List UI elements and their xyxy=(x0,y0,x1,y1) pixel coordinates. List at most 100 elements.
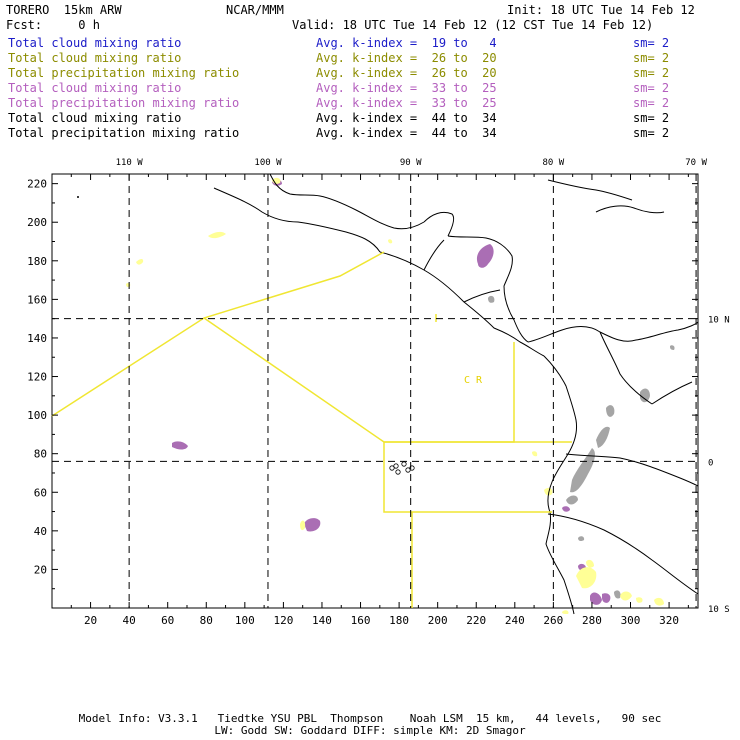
y-tick-label: 120 xyxy=(27,371,47,384)
legend-kindex: Avg. k-index = 26 to 20 xyxy=(316,66,497,80)
footer-model-info: Model Info: V3.3.1 Tiedtke YSU PBL Thomp… xyxy=(78,712,662,725)
cloud-light-blob xyxy=(620,591,632,601)
x-tick-label: 180 xyxy=(389,614,409,627)
x-tick-label: 100 xyxy=(235,614,255,627)
legend-kindex: Avg. k-index = 44 to 34 xyxy=(316,111,497,125)
cloud-light-blob xyxy=(300,520,306,531)
cloud-light-blob xyxy=(532,451,538,457)
model-name: TORERO 15km ARW xyxy=(6,3,122,17)
x-tick-label: 20 xyxy=(84,614,97,627)
y-tick-label: 180 xyxy=(27,255,47,268)
y-tick-label: 220 xyxy=(27,178,47,191)
x-tick-label: 260 xyxy=(543,614,563,627)
coast-cuba xyxy=(547,179,633,201)
coastlines xyxy=(77,173,699,615)
legend-field: Total cloud mixing ratio xyxy=(8,51,182,65)
galapagos-island xyxy=(405,467,411,473)
legend-field: Total precipitation mixing ratio xyxy=(8,126,240,140)
cloud-light-blob xyxy=(636,597,643,603)
legend-sm: sm= 2 xyxy=(633,96,670,110)
cloud-light-blob xyxy=(576,567,597,589)
border-interior-1 xyxy=(565,453,699,487)
coast-central-america-pacific xyxy=(379,251,545,357)
y-tick-label: 40 xyxy=(34,525,47,538)
coast-south-america-pacific xyxy=(543,355,577,615)
cloud-light-blob xyxy=(388,239,393,244)
footer-physics: LW: Godd SW: Goddard DIFF: simple KM: 2D… xyxy=(214,724,526,737)
coast-colombia-caribbean xyxy=(527,321,699,343)
galapagos-island xyxy=(389,465,395,471)
legend-sm: sm= 2 xyxy=(633,66,670,80)
legend-sm: sm= 2 xyxy=(633,111,670,125)
cloud-light-blob xyxy=(544,487,553,496)
y-tick-label: 100 xyxy=(27,409,47,422)
cloud-light-blob xyxy=(208,231,226,239)
galapagos-island xyxy=(393,463,399,469)
legend-field: Total precipitation mixing ratio xyxy=(8,96,240,110)
lat-lon-grid xyxy=(52,174,698,608)
y-tick-label: 60 xyxy=(34,486,47,499)
coast-yucatan xyxy=(423,211,455,237)
legend-field: Total cloud mixing ratio xyxy=(8,36,182,50)
legend-sm: sm= 2 xyxy=(633,36,670,50)
x-tick-label: 300 xyxy=(621,614,641,627)
small-island xyxy=(77,196,79,198)
forecast-hour: Fcst: 0 h xyxy=(6,18,100,32)
precip-gray-blob xyxy=(566,495,578,505)
legend-field: Total cloud mixing ratio xyxy=(8,81,182,95)
cloud-light-blob xyxy=(562,610,569,614)
legend-kindex: Avg. k-index = 33 to 25 xyxy=(316,81,497,95)
y-tick-label: 200 xyxy=(27,216,47,229)
x-tick-label: 220 xyxy=(466,614,486,627)
precip-gray-blob xyxy=(614,590,621,599)
x-tick-label: 200 xyxy=(428,614,448,627)
legend-kindex: Avg. k-index = 26 to 20 xyxy=(316,51,497,65)
longitude-label: 80 W xyxy=(543,158,565,168)
precip-purple-blob xyxy=(476,244,494,268)
axis-ticks: 110 W 100 W 90 W 80 W 70 W 10 N 0 10 S 20 40 60 80 1… xyxy=(27,158,730,627)
x-tick-label: 140 xyxy=(312,614,332,627)
longitude-label: 70 W xyxy=(685,158,707,168)
field-overlays xyxy=(126,177,675,614)
border-nicaragua xyxy=(463,289,501,303)
init-time: Init: 18 UTC Tue 14 Feb 12 xyxy=(507,3,695,17)
y-tick-label: 140 xyxy=(27,332,47,345)
precip-gray-blob xyxy=(640,388,650,403)
precip-purple-blob xyxy=(602,593,611,603)
galapagos-island xyxy=(395,469,401,475)
y-tick-label: 160 xyxy=(27,293,47,306)
valid-time: Valid: 18 UTC Tue 14 Feb 12 (12 CST Tue … xyxy=(292,18,654,32)
precip-gray-blob xyxy=(488,295,495,303)
coast-caribbean-islands xyxy=(595,205,665,214)
precip-gray-blob xyxy=(570,448,595,493)
legend-field: Total precipitation mixing ratio xyxy=(8,66,240,80)
cloud-light-blob xyxy=(586,559,594,568)
precip-gray-blob xyxy=(606,405,615,417)
x-tick-label: 120 xyxy=(273,614,293,627)
x-tick-label: 280 xyxy=(582,614,602,627)
x-tick-label: 80 xyxy=(200,614,213,627)
legend-field: Total cloud mixing ratio xyxy=(8,111,182,125)
latitude-label: 10 N xyxy=(708,316,730,326)
legend-sm: sm= 2 xyxy=(633,51,670,65)
legend-kindex: Avg. k-index = 19 to 4 xyxy=(316,36,497,50)
x-tick-label: 60 xyxy=(161,614,174,627)
border-interior-4 xyxy=(651,381,693,405)
precip-gray-blob xyxy=(670,345,675,350)
coast-mexico-pacific xyxy=(213,187,381,253)
cloud-light-blob xyxy=(272,177,281,184)
y-tick-label: 20 xyxy=(34,563,47,576)
galapagos-island xyxy=(409,465,415,471)
longitude-label: 100 W xyxy=(254,158,282,168)
longitude-label: 90 W xyxy=(400,158,422,168)
coast-caribbean-central-america xyxy=(447,235,529,343)
legend-kindex: Avg. k-index = 44 to 34 xyxy=(316,126,497,140)
x-tick-label: 160 xyxy=(351,614,371,627)
border-interior-2 xyxy=(547,513,699,595)
plot-frame xyxy=(51,173,699,609)
boundary-pacific-north xyxy=(51,251,385,417)
precip-purple-blob xyxy=(172,441,188,450)
legend-sm: sm= 2 xyxy=(633,126,670,140)
y-tick-label: 80 xyxy=(34,448,47,461)
